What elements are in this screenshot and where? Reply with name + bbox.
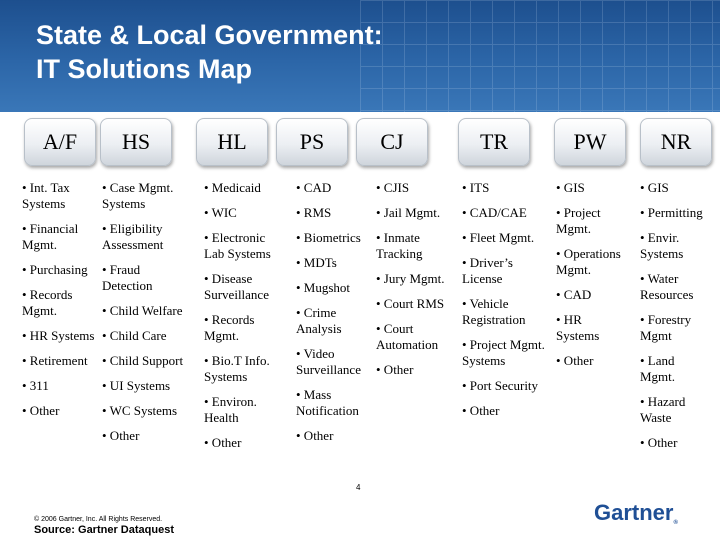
list-item: • Land Mgmt.	[640, 353, 676, 384]
list-item: • Permitting	[640, 205, 703, 220]
list-item: • Disease Surveillance	[204, 271, 269, 302]
category-cj: CJ	[356, 118, 428, 166]
list-item: • Envir. Systems	[640, 230, 684, 261]
list-item: • Int. Tax Systems	[22, 180, 70, 211]
slide-title: State & Local Government: IT Solutions M…	[36, 18, 383, 86]
logo-registered-mark: ®	[673, 520, 678, 526]
list-item: • Court RMS	[376, 296, 445, 311]
page-number: 4	[356, 483, 361, 492]
category-hs: HS	[100, 118, 172, 166]
list-item: • MDTs	[296, 255, 337, 270]
list-item: • Port Security	[462, 378, 539, 393]
column-ps: • CAD • RMS • Biometrics • MDTs • Mugsho…	[296, 180, 376, 453]
column-nr: • GIS • Permitting • Envir. Systems • Wa…	[640, 180, 718, 460]
list-item: • Video Surveillance	[296, 346, 361, 377]
list-item: • Court Automation	[376, 321, 439, 352]
category-hl: HL	[196, 118, 268, 166]
title-banner	[0, 0, 720, 112]
list-item: • Fleet Mgmt.	[462, 230, 535, 245]
list-item: • Medicaid	[204, 180, 261, 195]
list-item: • Vehicle Registration	[462, 296, 526, 327]
list-item: • Purchasing	[22, 262, 88, 277]
list-item: • CAD/CAE	[462, 205, 527, 220]
list-item: • ITS	[462, 180, 490, 195]
column-pw: • GIS • Project Mgmt. • Operations Mgmt.…	[556, 180, 640, 378]
list-item: • Project Mgmt. Systems	[462, 337, 545, 368]
list-item: • HR Systems	[556, 312, 600, 343]
list-item: • Child Welfare	[102, 303, 183, 318]
column-tr: • ITS • CAD/CAE • Fleet Mgmt. • Driver’s…	[462, 180, 556, 428]
list-item: • Records Mgmt.	[204, 312, 255, 343]
category-tr: TR	[458, 118, 530, 166]
column-af: • Int. Tax Systems • Financial Mgmt. • P…	[22, 180, 102, 428]
list-item: • Other	[376, 362, 414, 377]
banner-grid-decoration	[360, 0, 720, 112]
list-item: • Biometrics	[296, 230, 361, 245]
list-item: • Operations Mgmt.	[556, 246, 621, 277]
list-item: • Child Care	[102, 328, 167, 343]
list-item: • CJIS	[376, 180, 410, 195]
list-item: • Electronic Lab Systems	[204, 230, 271, 261]
list-item: • Jail Mgmt.	[376, 205, 441, 220]
list-item: • Mugshot	[296, 280, 351, 295]
list-item: • WC Systems	[102, 403, 178, 418]
list-item: • Hazard Waste	[640, 394, 686, 425]
list-item: • Child Support	[102, 353, 184, 368]
list-item: • Other	[204, 435, 242, 450]
list-item: • Jury Mgmt.	[376, 271, 445, 286]
category-ps: PS	[276, 118, 348, 166]
list-item: • CAD	[556, 287, 592, 302]
column-hl: • Medicaid • WIC • Electronic Lab System…	[204, 180, 292, 460]
list-item: • Environ. Health	[204, 394, 257, 425]
list-item: • Case Mgmt. Systems	[102, 180, 174, 211]
list-item: • Project Mgmt.	[556, 205, 601, 236]
category-af: A/F	[24, 118, 96, 166]
title-line-1: State & Local Government:	[36, 20, 383, 50]
list-item: • Other	[556, 353, 594, 368]
source-note: Source: Gartner Dataquest	[34, 524, 174, 536]
list-item: • HR Systems	[22, 328, 95, 343]
list-item: • Records Mgmt.	[22, 287, 73, 318]
list-item: • Financial Mgmt.	[22, 221, 79, 252]
list-item: • Retirement	[22, 353, 88, 368]
category-nr: NR	[640, 118, 712, 166]
list-item: • Crime Analysis	[296, 305, 342, 336]
list-item: • Water Resources	[640, 271, 694, 302]
list-item: • RMS	[296, 205, 332, 220]
list-item: • GIS	[556, 180, 585, 195]
column-hs: • Case Mgmt. Systems • Eligibility Asses…	[102, 180, 194, 453]
list-item: • CAD	[296, 180, 332, 195]
gartner-logo: Gartner®	[594, 500, 678, 526]
list-item: • Bio.T Info. Systems	[204, 353, 270, 384]
list-item: • Other	[22, 403, 60, 418]
list-item: • Other	[462, 403, 500, 418]
list-item: • Mass Notification	[296, 387, 359, 418]
list-item: • Other	[640, 435, 678, 450]
list-item: • 311	[22, 378, 49, 393]
list-item: • UI Systems	[102, 378, 171, 393]
column-cj: • CJIS • Jail Mgmt. • Inmate Tracking • …	[376, 180, 462, 387]
list-item: • WIC	[204, 205, 237, 220]
logo-text: Gartner	[594, 500, 674, 525]
list-item: • Driver’s License	[462, 255, 513, 286]
list-item: • Fraud Detection	[102, 262, 153, 293]
title-line-2: IT Solutions Map	[36, 54, 252, 84]
list-item: • Other	[296, 428, 334, 443]
list-item: • Eligibility Assessment	[102, 221, 164, 252]
list-item: • Forestry Mgmt	[640, 312, 692, 343]
list-item: • Other	[102, 428, 140, 443]
list-item: • Inmate Tracking	[376, 230, 423, 261]
copyright-notice: © 2006 Gartner, Inc. All Rights Reserved…	[34, 516, 163, 523]
list-item: • GIS	[640, 180, 669, 195]
category-pw: PW	[554, 118, 626, 166]
